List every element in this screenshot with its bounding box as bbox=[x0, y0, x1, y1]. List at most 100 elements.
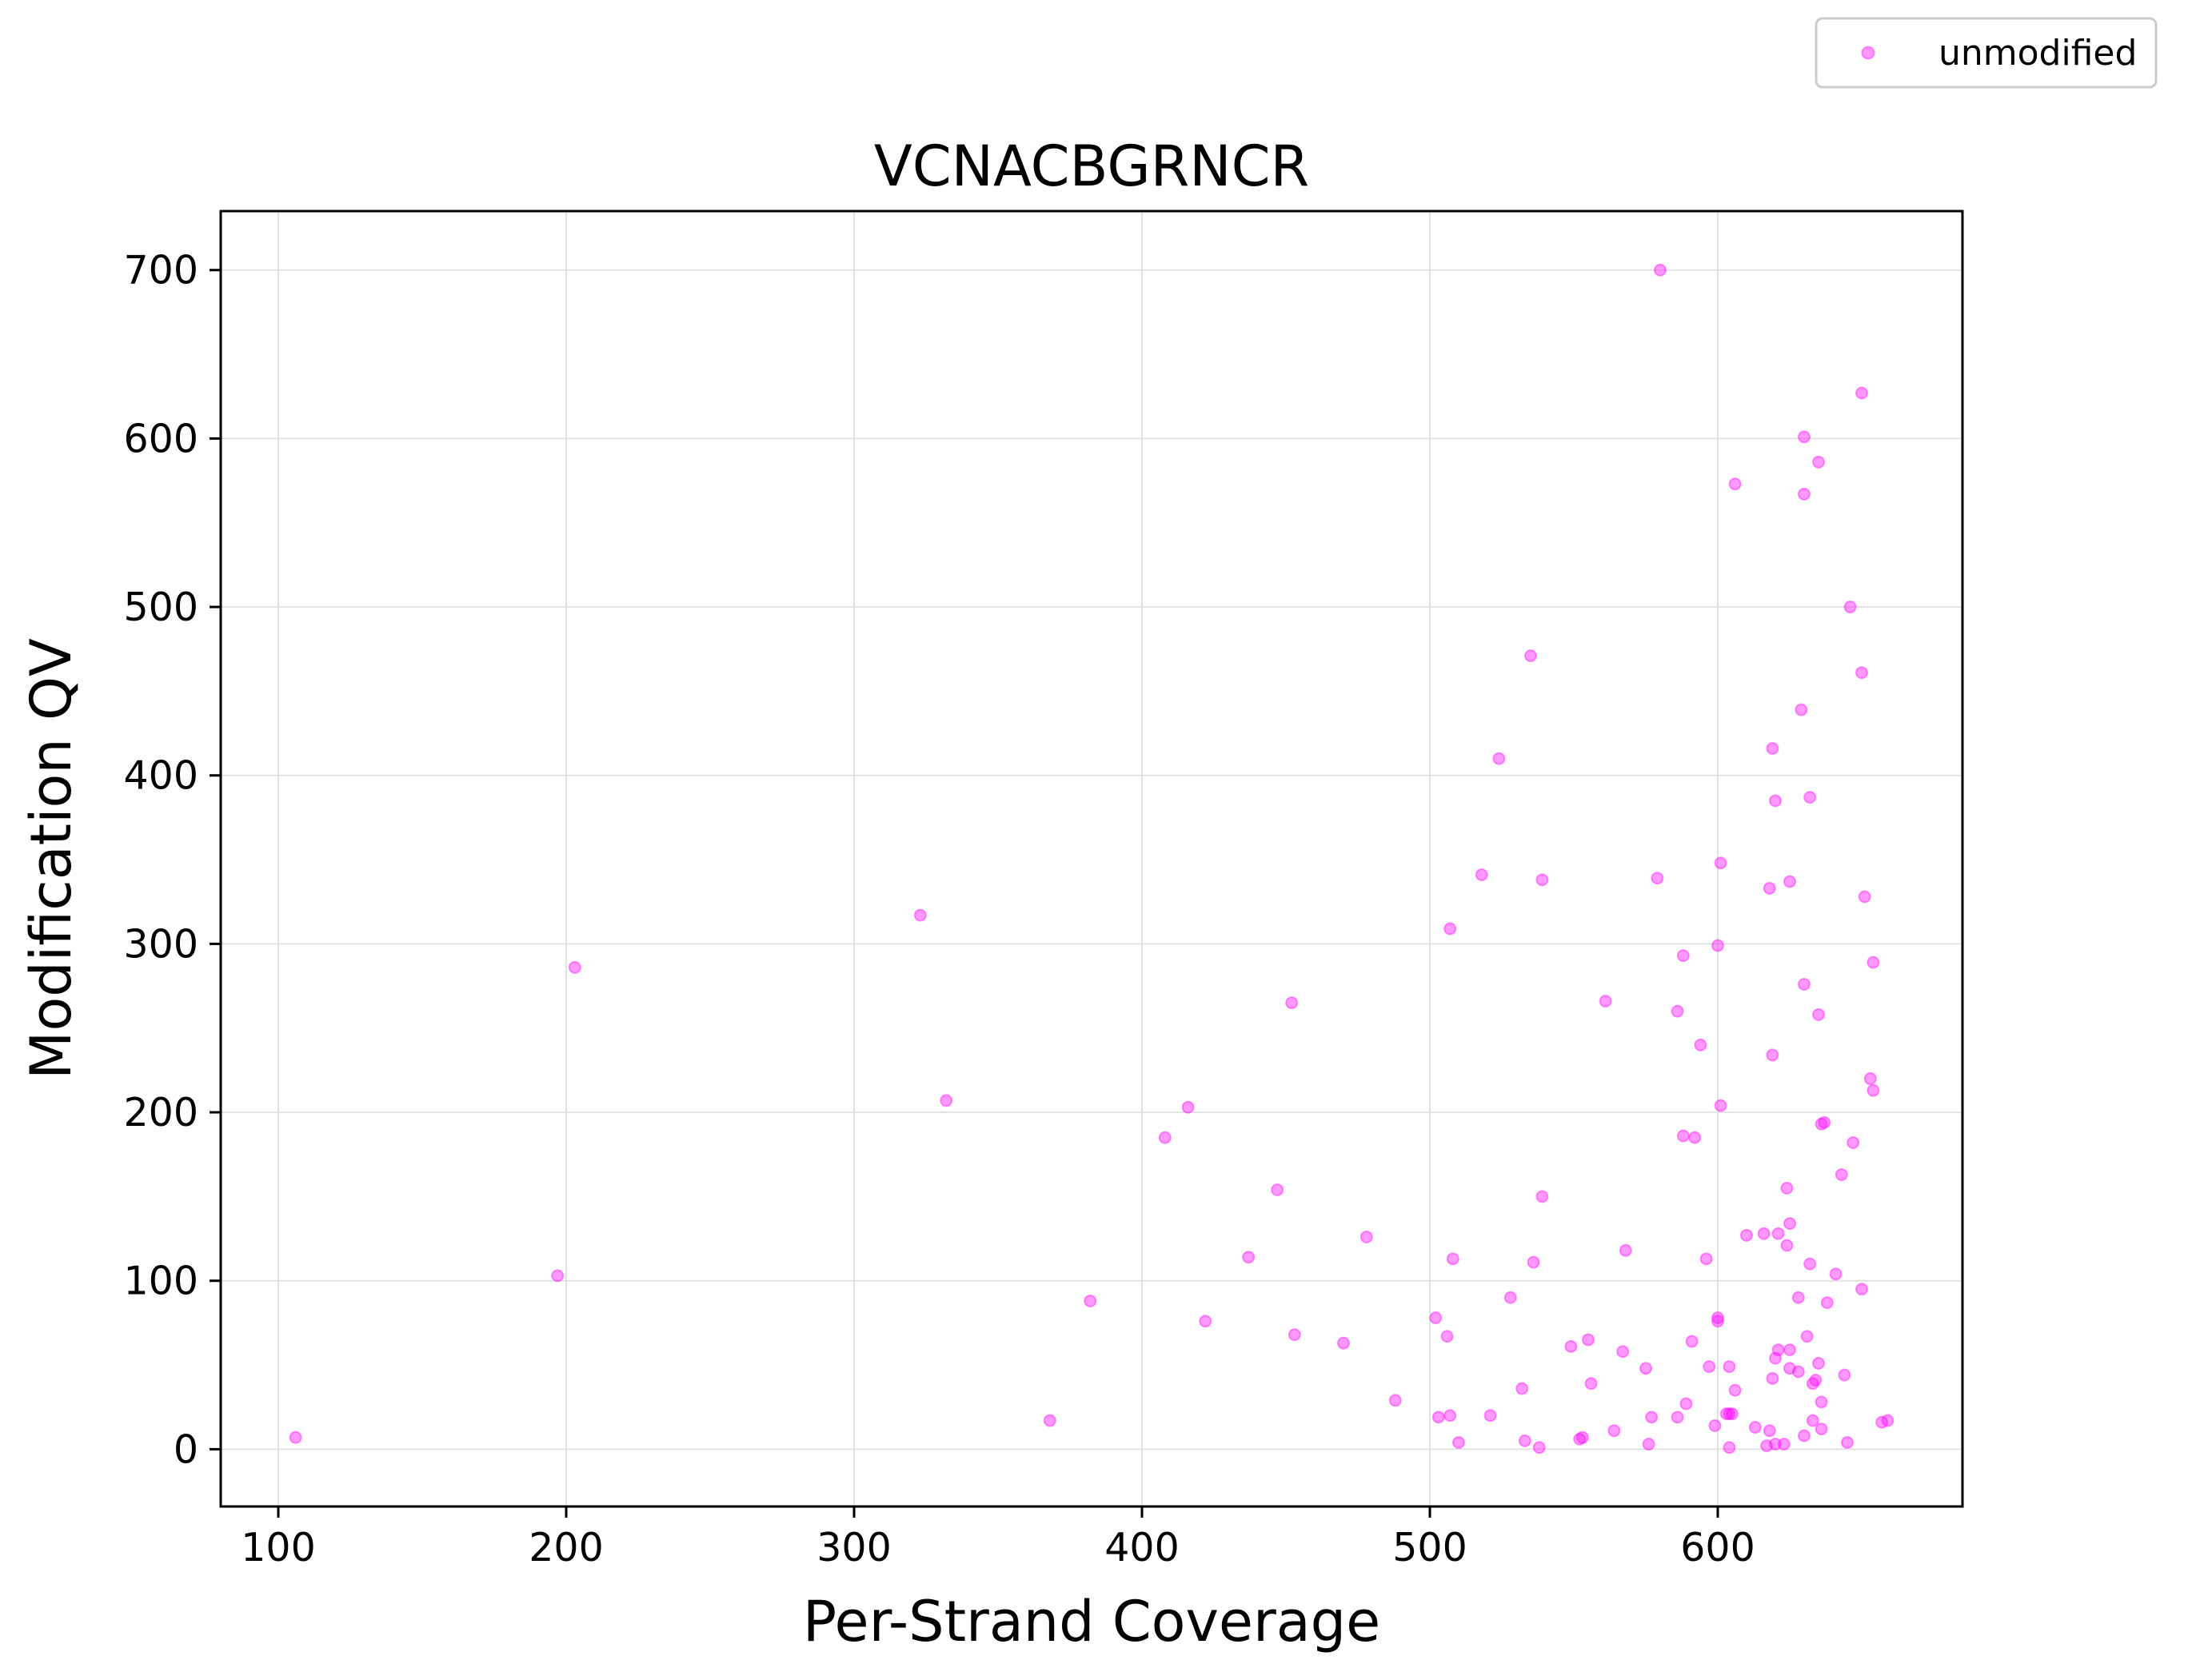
data-point bbox=[1584, 1377, 1598, 1391]
data-point bbox=[1573, 1432, 1587, 1446]
data-point bbox=[1242, 1251, 1256, 1264]
y-tick-label: 300 bbox=[123, 921, 198, 967]
data-point bbox=[1766, 1371, 1779, 1385]
data-point bbox=[1676, 949, 1690, 963]
data-point bbox=[1815, 1395, 1828, 1409]
data-point bbox=[1694, 1038, 1707, 1051]
data-point bbox=[1800, 1330, 1814, 1343]
data-point bbox=[1771, 1227, 1785, 1240]
data-point bbox=[1795, 703, 1808, 716]
data-point bbox=[1532, 1441, 1546, 1455]
data-point bbox=[1564, 1339, 1578, 1353]
data-point bbox=[1619, 1243, 1632, 1257]
data-point bbox=[1582, 1333, 1595, 1347]
data-point bbox=[1812, 455, 1825, 469]
data-point bbox=[1723, 1360, 1736, 1374]
data-point bbox=[1440, 1330, 1454, 1343]
data-point bbox=[1818, 1115, 1831, 1129]
data-point bbox=[1771, 1343, 1785, 1357]
data-point bbox=[1360, 1230, 1373, 1243]
data-point bbox=[1798, 487, 1811, 501]
data-point bbox=[1820, 1296, 1834, 1310]
data-point bbox=[1699, 1252, 1713, 1266]
x-tick-label: 300 bbox=[817, 1525, 892, 1570]
data-point bbox=[1676, 1129, 1690, 1143]
data-point bbox=[1766, 742, 1779, 756]
data-point bbox=[1791, 1291, 1805, 1304]
data-point bbox=[1763, 1424, 1776, 1438]
data-point bbox=[1688, 1131, 1702, 1144]
data-point bbox=[1815, 1117, 1828, 1131]
data-point bbox=[1783, 875, 1796, 888]
data-point bbox=[940, 1094, 953, 1107]
data-point bbox=[1719, 1407, 1733, 1421]
data-point bbox=[1515, 1382, 1529, 1395]
data-point bbox=[1809, 1374, 1823, 1387]
data-points bbox=[289, 263, 1895, 1455]
data-point bbox=[1803, 791, 1817, 804]
data-point bbox=[1642, 1438, 1655, 1451]
data-point bbox=[1806, 1414, 1819, 1427]
data-point bbox=[1181, 1100, 1195, 1114]
data-point bbox=[913, 908, 927, 922]
data-point bbox=[1803, 1257, 1817, 1271]
data-point bbox=[1446, 1252, 1459, 1266]
data-point bbox=[1714, 1099, 1727, 1112]
data-point bbox=[1783, 1362, 1796, 1375]
data-point bbox=[1812, 1356, 1825, 1370]
data-point bbox=[1711, 1311, 1724, 1325]
data-point bbox=[1616, 1345, 1630, 1359]
data-point bbox=[1452, 1435, 1465, 1449]
data-point bbox=[1043, 1414, 1056, 1427]
legend-marker-unmodified bbox=[1861, 46, 1875, 60]
data-point bbox=[1835, 1167, 1848, 1181]
data-point bbox=[1757, 1227, 1771, 1240]
y-tick-label: 600 bbox=[123, 416, 198, 461]
data-point bbox=[1337, 1336, 1350, 1350]
data-point bbox=[1645, 1411, 1659, 1424]
data-point bbox=[1575, 1431, 1589, 1444]
data-point bbox=[1769, 1351, 1782, 1365]
data-point bbox=[1639, 1362, 1652, 1375]
data-point bbox=[1492, 752, 1506, 765]
data-point bbox=[1703, 1360, 1716, 1374]
data-point bbox=[1740, 1228, 1753, 1242]
data-point bbox=[1760, 1439, 1774, 1453]
y-tick-label: 500 bbox=[123, 585, 198, 630]
data-point bbox=[1867, 1083, 1880, 1097]
legend-box bbox=[1815, 17, 2158, 89]
x-tick-label: 200 bbox=[529, 1525, 604, 1570]
data-point bbox=[1288, 1328, 1301, 1342]
data-point bbox=[1780, 1239, 1794, 1252]
data-point bbox=[1679, 1397, 1693, 1411]
data-point bbox=[1711, 1315, 1724, 1328]
data-point bbox=[1535, 1190, 1549, 1203]
data-point bbox=[1769, 794, 1782, 808]
data-point bbox=[1483, 1409, 1497, 1423]
y-tick-label: 0 bbox=[174, 1427, 198, 1472]
data-point bbox=[1763, 881, 1776, 895]
data-point bbox=[1388, 1394, 1402, 1407]
x-tick-label: 600 bbox=[1680, 1525, 1755, 1570]
data-point bbox=[1748, 1420, 1762, 1434]
data-point bbox=[1841, 1435, 1854, 1449]
data-point bbox=[1443, 922, 1457, 936]
data-point bbox=[1855, 666, 1868, 680]
data-point bbox=[1728, 1383, 1742, 1397]
data-point bbox=[1829, 1267, 1843, 1281]
data-point bbox=[1158, 1131, 1172, 1144]
data-point bbox=[1855, 1283, 1868, 1296]
data-point bbox=[551, 1269, 565, 1283]
data-point bbox=[1798, 430, 1811, 444]
y-tick-label: 400 bbox=[123, 753, 198, 799]
data-point bbox=[1607, 1424, 1621, 1438]
data-point bbox=[1651, 872, 1664, 885]
data-point bbox=[1881, 1414, 1895, 1427]
data-point bbox=[1671, 1004, 1684, 1018]
data-point bbox=[1777, 1438, 1791, 1451]
data-point bbox=[1199, 1315, 1212, 1328]
data-point bbox=[1654, 263, 1667, 277]
data-point bbox=[1431, 1411, 1445, 1424]
data-point bbox=[1838, 1368, 1851, 1382]
data-point bbox=[1728, 477, 1742, 491]
